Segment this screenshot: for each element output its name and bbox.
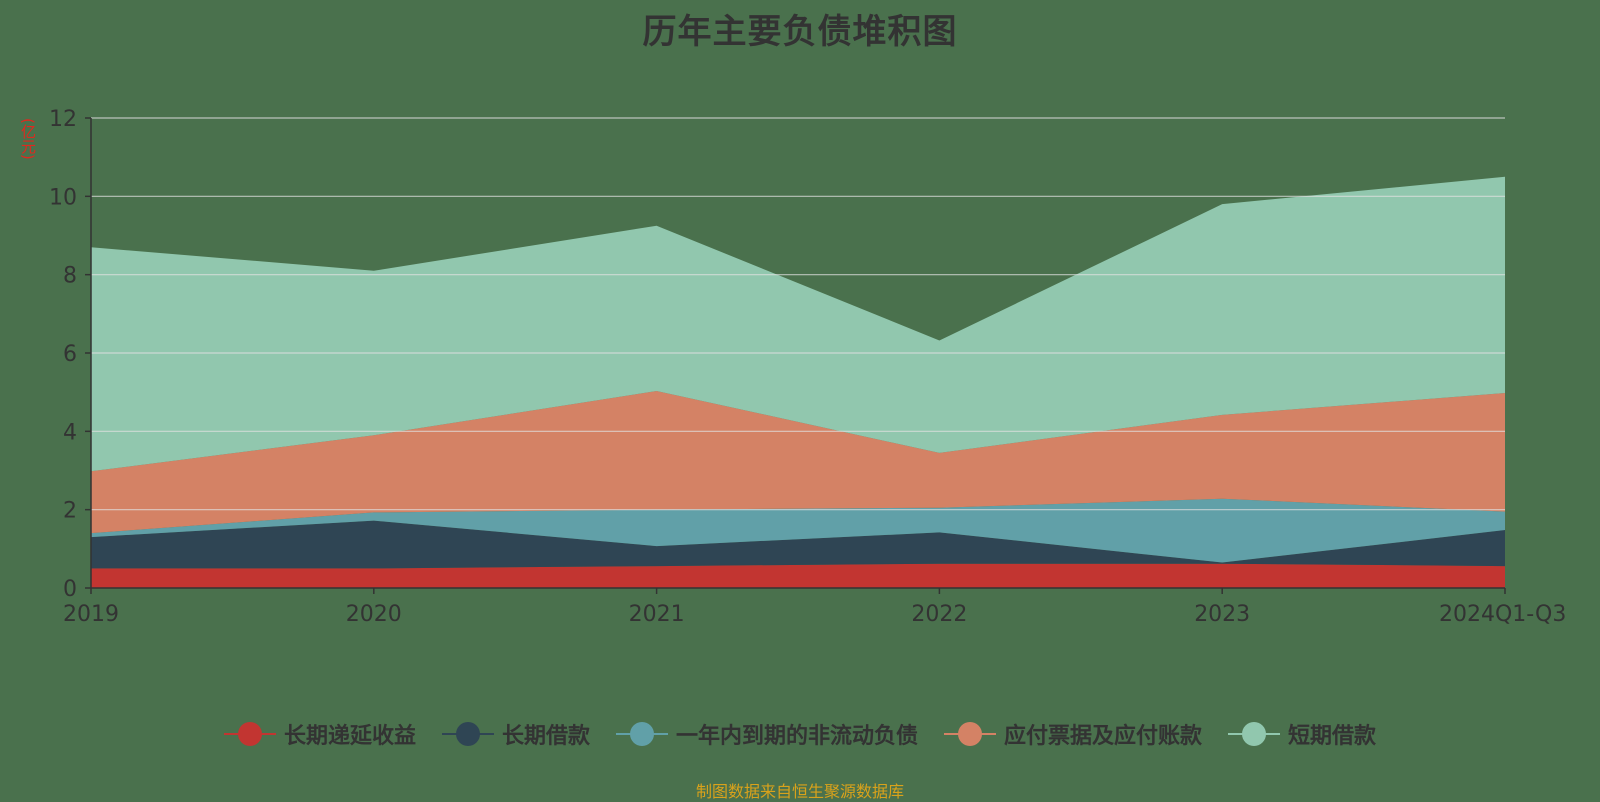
legend-marker-icon: [1228, 721, 1281, 747]
legend-label: 短期借款: [1288, 724, 1377, 749]
y-tick-label: 10: [49, 185, 77, 210]
chart-title: 历年主要负债堆积图: [642, 12, 958, 52]
y-tick-label: 0: [63, 577, 77, 602]
legend-label: 应付票据及应付账款: [1004, 724, 1203, 749]
legend-label: 长期递延收益: [283, 724, 416, 749]
y-axis-unit-label: (亿元): [19, 118, 37, 160]
x-tick-label: 2024Q1-Q3: [1439, 602, 1566, 627]
legend-label: 长期借款: [501, 724, 590, 749]
legend-item-3[interactable]: 应付票据及应付账款: [944, 718, 1202, 750]
x-tick-label: 2020: [346, 602, 402, 627]
area-series-3[interactable]: [91, 390, 1505, 534]
area-series-group: [91, 176, 1505, 588]
legend-item-1[interactable]: 长期借款: [441, 718, 590, 750]
data-source-note: 制图数据来自恒生聚源数据库: [695, 782, 904, 801]
area-series-1[interactable]: [91, 520, 1505, 569]
area-series-4[interactable]: [91, 176, 1505, 472]
x-tick-label: 2019: [63, 602, 119, 627]
legend-item-4[interactable]: 短期借款: [1228, 718, 1376, 750]
area-series-2[interactable]: [91, 498, 1505, 563]
y-tick-label: 2: [63, 499, 77, 524]
legend-marker-icon: [223, 721, 276, 747]
legend-marker-icon: [615, 721, 668, 747]
legend-marker-icon: [441, 721, 494, 747]
gridlines: [91, 117, 1505, 511]
area-series-0[interactable]: [91, 563, 1505, 588]
legend-item-2[interactable]: 一年内到期的非流动负债: [615, 718, 918, 750]
legend-item-0[interactable]: 长期递延收益: [223, 718, 416, 750]
y-tick-label: 8: [63, 264, 77, 289]
axes: 0 2 4 6 8 10 12 2019 2020 2021 2022 2023 2024Q1-Q3: [49, 107, 1566, 627]
legend-label: 一年内到期的非流动负债: [675, 724, 918, 749]
legend-marker-icon: [944, 721, 996, 747]
y-tick-label: 12: [49, 107, 77, 132]
y-tick-label: 6: [63, 342, 77, 367]
stacked-area-chart: 0 2 4 6 8 10 12 2019 2020 2021 2022 2023 2024Q1-Q3: [49, 107, 1566, 627]
y-tick-label: 4: [63, 420, 77, 445]
x-tick-label: 2021: [629, 602, 685, 627]
legend: 长期递延收益 长期借款 一年内到期的非流动负债 应付票据及应付账款 短期借款: [0, 718, 1600, 750]
x-tick-label: 2023: [1194, 602, 1250, 627]
x-tick-label: 2022: [911, 602, 967, 627]
